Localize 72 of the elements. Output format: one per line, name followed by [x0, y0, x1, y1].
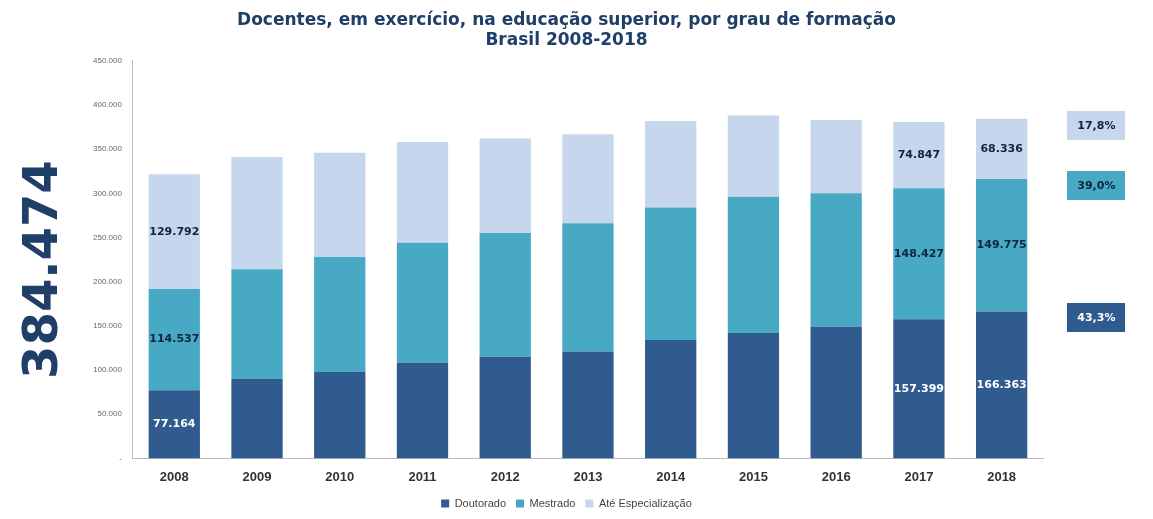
bar [810, 326, 862, 459]
bar [645, 340, 697, 459]
y-tick-label: 400.000 [93, 100, 123, 110]
bar [148, 289, 200, 391]
text: 384.474 [12, 160, 69, 379]
x-tick-label: 2009 [242, 468, 272, 484]
y-tick-label: 50.000 [97, 409, 123, 419]
bar [893, 319, 945, 459]
data-label: 68.336 [980, 141, 1024, 155]
data-label: 77.164 [153, 417, 196, 431]
legend-label: Até Especialização [598, 496, 692, 509]
data-label: 166.363 [976, 377, 1027, 391]
data-label: 114.537 [149, 332, 200, 346]
bar [893, 122, 945, 189]
bar [810, 193, 862, 327]
x-tick-label: 2016 [821, 468, 851, 484]
x-tick-label: 2015 [738, 468, 768, 484]
bar [231, 378, 283, 459]
data-label: 129.792 [149, 224, 200, 238]
x-tick-label: 2013 [573, 468, 603, 484]
y-tick-label: 250.000 [93, 232, 123, 242]
x-tick-label: 2011 [408, 468, 437, 484]
bar [975, 118, 1028, 180]
data-label: 74.847 [897, 147, 941, 161]
bar [893, 188, 945, 320]
bar [727, 332, 780, 459]
bar [148, 390, 200, 459]
x-tick-label: 2014 [656, 468, 686, 484]
x-tick-label: 2010 [325, 468, 355, 484]
data-label: 157.399 [893, 381, 944, 395]
legend-label: Doutorado [454, 496, 507, 509]
text: 43,3% [1067, 303, 1126, 333]
data-label: 149.775 [976, 238, 1027, 252]
legend-label: Mestrado [529, 496, 576, 509]
bar [645, 120, 697, 208]
y-tick-label: 300.000 [93, 188, 123, 198]
y-tick-label: 100.000 [93, 365, 123, 375]
bar [727, 115, 780, 197]
bar [562, 351, 614, 459]
bar [479, 356, 531, 459]
y-tick-label: 350.000 [93, 144, 123, 154]
bar [479, 138, 531, 234]
x-tick-label: 2017 [904, 468, 934, 484]
y-tick-label: 450.000 [93, 56, 123, 65]
bar [975, 179, 1028, 312]
text: 17,8% [1067, 110, 1126, 140]
x-tick-label: 2012 [490, 468, 520, 484]
bar [810, 120, 862, 194]
x-tick-label: 2008 [159, 468, 189, 484]
bar [396, 142, 449, 243]
bar [314, 371, 366, 459]
y-tick-label: 200.000 [93, 276, 123, 286]
data-label: 148.427 [893, 246, 944, 260]
bar [396, 242, 449, 363]
chart-title: Docentes, em exercício, na educação superior, por grau de formação [237, 8, 896, 29]
text: 39,0% [1067, 171, 1126, 201]
y-tick-label: - [119, 453, 123, 463]
x-tick-label: 2018 [987, 468, 1017, 484]
bar [727, 196, 780, 333]
chart-subtitle: Brasil 2008-2018 [485, 29, 648, 50]
bar [562, 134, 614, 224]
bar [231, 269, 283, 379]
bar [479, 233, 531, 357]
y-tick-label: 150.000 [93, 321, 123, 331]
bar [396, 362, 449, 459]
bar [562, 223, 614, 352]
bar [314, 152, 366, 257]
bar [645, 207, 697, 340]
bar [975, 311, 1028, 459]
bar [231, 157, 283, 270]
bar [314, 256, 366, 372]
bar [148, 174, 200, 290]
